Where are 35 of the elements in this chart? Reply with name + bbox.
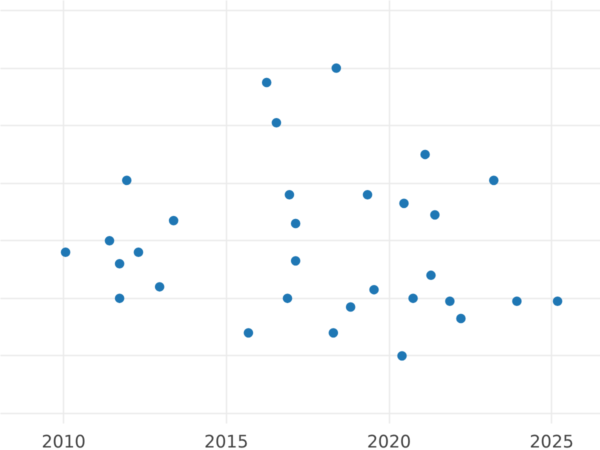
point — [290, 256, 300, 266]
point — [362, 190, 372, 200]
point — [262, 78, 272, 88]
point — [272, 118, 282, 128]
point — [114, 294, 124, 304]
point — [397, 351, 407, 361]
point — [430, 210, 440, 220]
point — [399, 198, 409, 208]
x-tick-label: 2015 — [204, 432, 248, 450]
point — [290, 218, 300, 228]
point — [60, 248, 70, 258]
x-tick-label: 2025 — [530, 432, 574, 450]
point — [456, 314, 466, 324]
point — [489, 176, 499, 186]
point — [332, 63, 342, 73]
point — [552, 296, 562, 306]
point — [282, 294, 292, 304]
point — [328, 328, 338, 338]
point — [134, 248, 144, 258]
point — [346, 302, 356, 312]
point — [420, 150, 430, 160]
x-tick-label: 2020 — [366, 432, 412, 450]
point — [426, 270, 436, 280]
point — [512, 296, 522, 306]
point — [104, 236, 114, 246]
point — [369, 284, 379, 294]
point — [408, 294, 418, 304]
point — [114, 259, 124, 269]
point — [122, 176, 132, 186]
point — [154, 282, 164, 292]
point — [445, 296, 455, 306]
point — [244, 328, 254, 338]
point — [284, 190, 294, 200]
x-tick-label: 2010 — [42, 432, 86, 450]
point — [168, 216, 178, 226]
